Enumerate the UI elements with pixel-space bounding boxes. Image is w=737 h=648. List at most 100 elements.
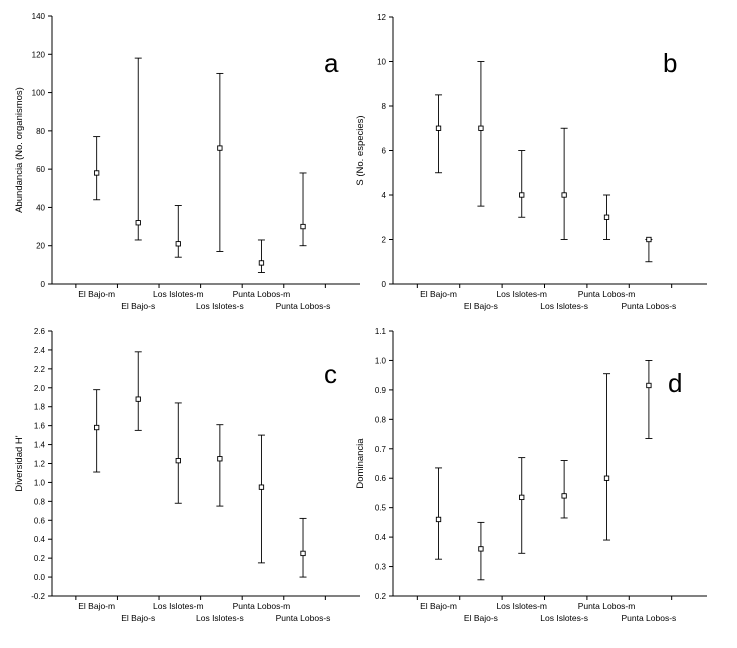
- category-label: El Bajo-s: [121, 301, 155, 311]
- y-tick-label: 12: [377, 13, 386, 22]
- chart-panel-d: 0.2 0.3 0.4 0.5 0.6 0.7 0.8 0.9 1.0 1.1 El Bajo-m E…: [355, 327, 707, 623]
- y-axis-title: Diversidad H': [14, 435, 25, 491]
- data-point: [217, 456, 223, 462]
- chart-panel-c: -0.2 0.0 0.2 0.4 0.6 0.8 1.0 1.2 1.4 1.6 1.8 2.0 2.2…: [14, 327, 360, 623]
- y-tick-label: 2.0: [34, 384, 46, 393]
- category-label: El Bajo-s: [121, 613, 155, 623]
- data-point: [478, 546, 484, 552]
- data-point: [561, 493, 567, 499]
- y-tick-label: 0.0: [34, 573, 46, 582]
- y-tick-label: 100: [32, 89, 46, 98]
- y-tick-label: 10: [377, 58, 386, 67]
- data-point: [478, 125, 484, 131]
- data-point: [646, 382, 652, 389]
- y-tick-label: 60: [36, 165, 45, 174]
- y-tick-label: 1.4: [34, 441, 46, 450]
- data-point: [435, 516, 442, 523]
- data-point: [300, 223, 306, 230]
- category-label: Los Islotes-m: [153, 289, 204, 299]
- y-tick-label: 140: [32, 12, 46, 21]
- panel-letter: d: [668, 368, 682, 398]
- y-tick-label: 4: [382, 191, 387, 200]
- category-label: Los Islotes-s: [196, 301, 244, 311]
- chart-panel-b: 0 2 4 6 8 10 12 El Bajo-m El Bajo-s Los Islotes-m…: [355, 13, 707, 311]
- y-tick-label: 1.6: [34, 422, 46, 431]
- category-label: Los Islotes-m: [496, 601, 547, 611]
- y-tick-label: 0.2: [375, 592, 387, 601]
- y-tick-label: 6: [382, 147, 387, 156]
- category-label: Los Islotes-m: [153, 601, 204, 611]
- y-tick-label: -0.2: [31, 592, 45, 601]
- y-tick-label: 1.0: [375, 356, 387, 365]
- category-label: El Bajo-s: [464, 301, 498, 311]
- data-point: [175, 241, 181, 247]
- y-tick-label: 0: [41, 280, 46, 289]
- y-tick-label: 0.4: [375, 533, 387, 542]
- category-label: El Bajo-s: [464, 613, 498, 623]
- y-tick-label: 1.8: [34, 403, 46, 412]
- category-label: El Bajo-m: [420, 289, 457, 299]
- data-point: [258, 260, 265, 266]
- y-axis-title: S (No. especies): [355, 115, 366, 185]
- category-label: Punta Lobos-m: [578, 601, 636, 611]
- y-tick-label: 0.4: [34, 535, 46, 544]
- y-axis-title: Dominancia: [355, 438, 366, 489]
- y-tick-label: 0.6: [375, 474, 387, 483]
- category-label: El Bajo-m: [78, 289, 115, 299]
- y-tick-label: 0.2: [34, 554, 46, 563]
- data-point: [217, 145, 223, 151]
- data-point: [519, 192, 525, 198]
- y-tick-label: 0.8: [34, 497, 46, 506]
- data-point: [603, 475, 610, 481]
- data-point: [135, 396, 141, 402]
- y-tick-label: 0.5: [375, 504, 387, 513]
- category-label: Punta Lobos-s: [621, 301, 676, 311]
- y-tick-label: 0.7: [375, 445, 387, 454]
- panel-letter: c: [324, 359, 337, 389]
- category-label: El Bajo-m: [420, 601, 457, 611]
- category-label: El Bajo-m: [78, 601, 115, 611]
- category-label: Los Islotes-s: [196, 613, 244, 623]
- data-point: [519, 494, 525, 501]
- category-label: Los Islotes-m: [496, 289, 547, 299]
- y-tick-label: 2.2: [34, 365, 46, 374]
- data-point: [258, 484, 265, 490]
- panel-letter: a: [324, 48, 339, 78]
- y-tick-label: 0.8: [375, 415, 387, 424]
- y-tick-label: 0.9: [375, 386, 387, 395]
- y-tick-label: 2.4: [34, 346, 46, 355]
- y-tick-label: 0: [382, 280, 387, 289]
- y-tick-label: 8: [382, 102, 387, 111]
- data-point: [435, 125, 442, 131]
- category-label: Los Islotes-s: [540, 301, 588, 311]
- data-point: [646, 236, 652, 243]
- y-tick-label: 80: [36, 127, 45, 136]
- category-label: Los Islotes-s: [540, 613, 588, 623]
- y-tick-label: 40: [36, 203, 45, 212]
- y-tick-label: 120: [32, 50, 46, 59]
- chart-panel-a: 0 20 40 60 80 100 120 140 El Bajo-m El Bajo-s Los …: [14, 12, 360, 311]
- y-tick-label: 0.6: [34, 516, 46, 525]
- data-point: [561, 192, 567, 198]
- category-label: Punta Lobos-s: [276, 613, 331, 623]
- data-point: [603, 214, 610, 220]
- y-tick-label: 20: [36, 242, 45, 251]
- data-point: [300, 550, 306, 557]
- data-point: [175, 458, 181, 464]
- panel-letter: b: [663, 48, 677, 78]
- y-tick-label: 0.3: [375, 563, 387, 572]
- category-label: Punta Lobos-m: [578, 289, 636, 299]
- y-tick-label: 1.2: [34, 460, 46, 469]
- data-point: [135, 220, 141, 226]
- y-tick-label: 1.0: [34, 478, 46, 487]
- data-point: [94, 424, 100, 431]
- y-tick-label: 1.1: [375, 327, 387, 336]
- category-label: Punta Lobos-m: [233, 289, 291, 299]
- category-label: Punta Lobos-s: [276, 301, 331, 311]
- y-tick-label: 2.6: [34, 327, 46, 336]
- data-point: [94, 170, 100, 176]
- category-label: Punta Lobos-s: [621, 613, 676, 623]
- category-label: Punta Lobos-m: [233, 601, 291, 611]
- y-axis-title: Abundancia (No. organismos): [14, 87, 25, 213]
